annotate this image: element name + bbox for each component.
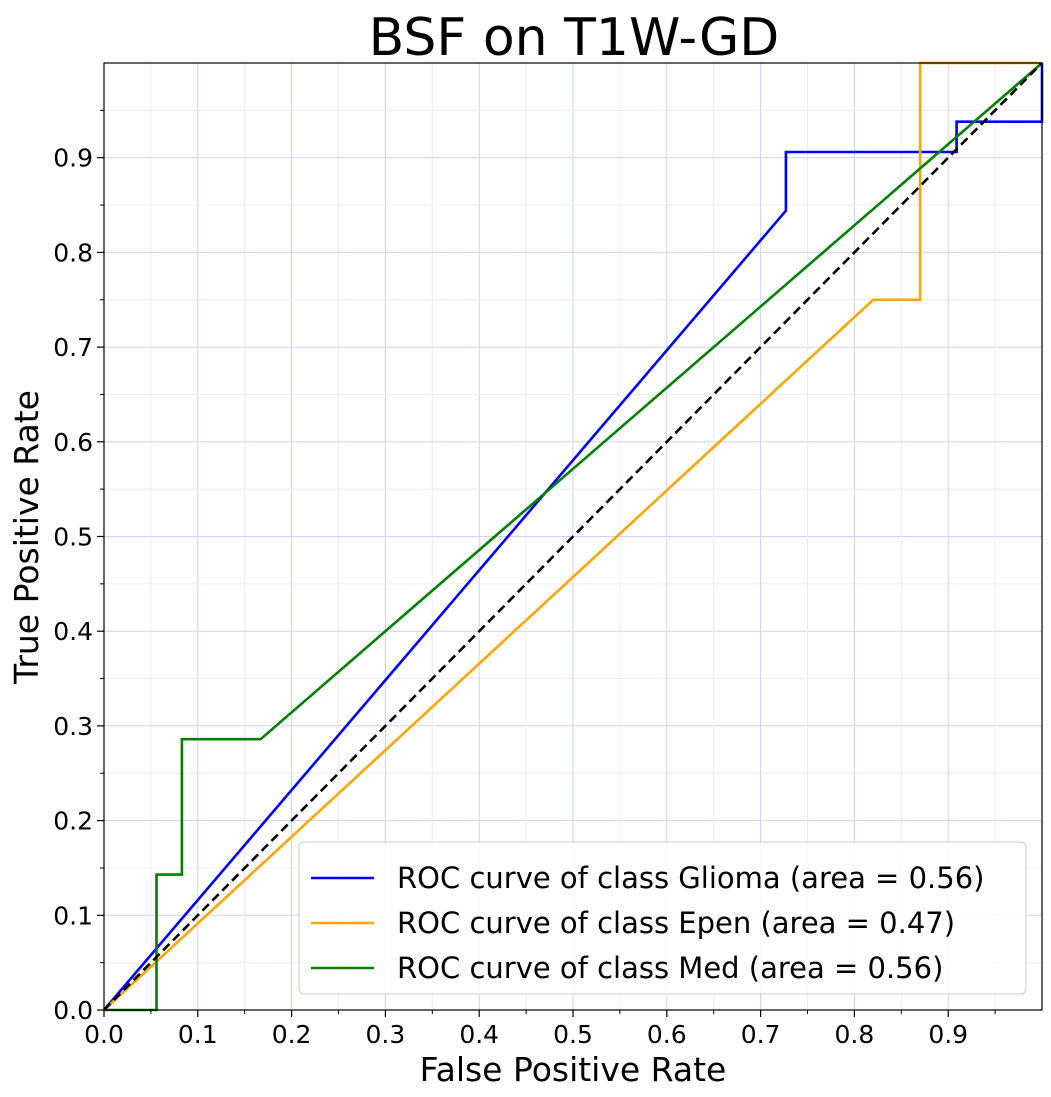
y-tick-label: 0.6 — [53, 428, 93, 457]
y-tick-label: 0.9 — [53, 144, 93, 173]
legend-label: ROC curve of class Epen (area = 0.47) — [397, 906, 955, 940]
y-tick-label: 0.5 — [53, 523, 93, 552]
x-tick-label: 0.5 — [553, 1020, 593, 1049]
x-tick-label: 0.6 — [647, 1020, 687, 1049]
x-tick-label: 0.9 — [928, 1020, 968, 1049]
y-tick-label: 0.3 — [53, 712, 93, 741]
y-tick-label: 0.7 — [53, 333, 93, 362]
legend-label: ROC curve of class Glioma (area = 0.56) — [397, 861, 984, 895]
x-axis-label: False Positive Rate — [420, 1050, 727, 1089]
y-tick-label: 0.0 — [53, 996, 93, 1025]
legend-label: ROC curve of class Med (area = 0.56) — [397, 951, 943, 985]
chart-title: BSF on T1W-GD — [369, 8, 780, 68]
x-tick-label: 0.7 — [741, 1020, 781, 1049]
x-tick-label: 0.0 — [84, 1020, 124, 1049]
y-tick-label: 0.2 — [53, 807, 93, 836]
y-tick-label: 0.4 — [53, 617, 93, 646]
x-tick-label: 0.8 — [835, 1020, 875, 1049]
chance-diagonal-line — [103, 62, 1043, 1011]
axis-ticks: 0.0 0.1 0.2 0.3 0.4 0.5 0.6 0.7 0.8 0.9 0.0 0.1 0.2 0… — [53, 109, 996, 1049]
x-tick-label: 0.4 — [459, 1020, 499, 1049]
x-tick-label: 0.2 — [272, 1020, 312, 1049]
y-tick-label: 0.1 — [53, 901, 93, 930]
legend: ROC curve of class Glioma (area = 0.56) R… — [298, 841, 1027, 995]
x-tick-label: 0.3 — [366, 1020, 406, 1049]
legend-box — [298, 841, 1027, 995]
y-axis-label: True Positive Rate — [7, 390, 46, 685]
y-tick-label: 0.8 — [53, 238, 93, 267]
x-tick-label: 0.1 — [178, 1020, 218, 1049]
